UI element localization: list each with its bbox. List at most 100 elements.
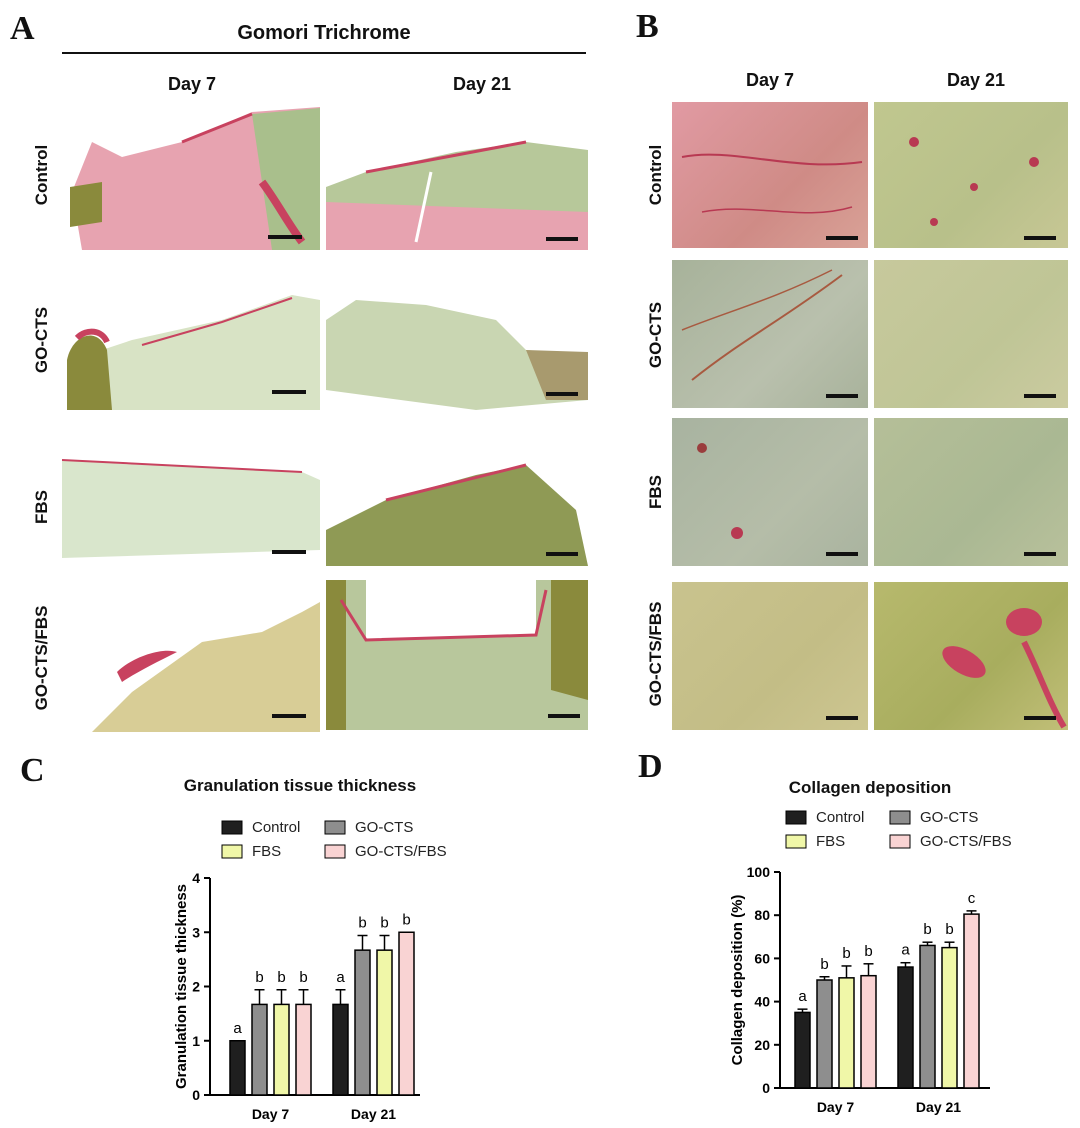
bar xyxy=(794,1011,811,1089)
x-tick-label: Day 7 xyxy=(817,1099,855,1115)
y-tick-label: 80 xyxy=(754,907,770,923)
panel-b-row-go-cts: GO-CTS xyxy=(646,301,665,369)
legend-swatch xyxy=(221,820,243,835)
scale-bar xyxy=(272,550,306,554)
scale-bar xyxy=(272,714,306,718)
panel-b-row-fbs: FBS xyxy=(646,475,665,509)
scale-bar xyxy=(1024,394,1056,398)
legend-label: GO-CTS xyxy=(920,809,978,826)
y-tick-label: 100 xyxy=(747,864,771,880)
bar xyxy=(919,944,936,1089)
significance-letter: b xyxy=(255,969,263,986)
scale-bar xyxy=(548,714,580,718)
panel-a-row-control: Control xyxy=(32,144,51,206)
legend-label: Control xyxy=(252,819,300,836)
bar xyxy=(229,1040,246,1096)
y-tick-label: 1 xyxy=(192,1033,200,1049)
chart-d-title: Collagen deposition xyxy=(788,778,952,797)
legend-label: GO-CTS/FBS xyxy=(920,833,1012,850)
histology-a-fbs-day7 xyxy=(62,450,320,562)
legend-swatch xyxy=(889,810,911,825)
legend-label: FBS xyxy=(252,843,281,860)
legend-swatch xyxy=(324,820,346,835)
panel-a-row-fbs: FBS xyxy=(32,490,51,524)
histology-a-go-cts-fbs-day7 xyxy=(62,602,320,732)
bar xyxy=(816,979,833,1089)
histology-a-control-day7 xyxy=(62,102,320,250)
histology-b-control-day21 xyxy=(874,102,1068,248)
panel-a-title: Gomori Trichrome xyxy=(237,22,411,44)
significance-letter: b xyxy=(842,945,850,962)
histology-b-go-cts-day7 xyxy=(672,260,868,408)
histology-a-go-cts-day7 xyxy=(62,290,320,410)
panel-c-letter: C xyxy=(20,752,45,789)
y-axis-label: Granulation tissue thickness xyxy=(173,884,190,1089)
scale-bar xyxy=(826,716,858,720)
chart-c-title: Granulation tissue thickness xyxy=(183,776,417,795)
panel-b-col-day7: Day 7 xyxy=(745,70,795,90)
panel-a-letter: A xyxy=(10,10,35,47)
y-tick-label: 60 xyxy=(754,950,770,966)
chart-c-granulation-thickness: Control GO-CTS FBS GO-CTS/FBS 0 1 2 3 4Granulati… xyxy=(173,819,447,1122)
legend-swatch xyxy=(785,834,807,849)
bar xyxy=(376,949,393,1096)
bar xyxy=(860,974,877,1089)
scale-bar xyxy=(546,552,578,556)
significance-letter: b xyxy=(299,969,307,986)
significance-letter: a xyxy=(336,969,345,986)
panel-b-row-go-cts-fbs: GO-CTS/FBS xyxy=(646,601,665,707)
y-tick-label: 0 xyxy=(762,1080,770,1096)
significance-letter: b xyxy=(923,921,931,938)
significance-letter: a xyxy=(233,1020,242,1037)
histology-b-control-day7 xyxy=(672,102,868,248)
chart-d-collagen-deposition: Control GO-CTS FBS GO-CTS/FBS 0 20 40 60 80 100Co… xyxy=(729,809,1012,1115)
panel-a-row-go-cts-fbs: GO-CTS/FBS xyxy=(32,605,51,711)
panel-d-letter: D xyxy=(638,748,663,785)
significance-letter: b xyxy=(358,915,366,932)
significance-letter: b xyxy=(277,969,285,986)
bar xyxy=(295,1003,312,1096)
bar xyxy=(251,1003,268,1096)
histology-b-go-cts-fbs-day21 xyxy=(874,582,1068,730)
bar xyxy=(963,913,980,1089)
y-tick-label: 2 xyxy=(192,979,200,995)
significance-letter: b xyxy=(820,956,828,973)
scale-bar xyxy=(546,237,578,241)
bar xyxy=(354,949,371,1096)
legend-swatch xyxy=(221,844,243,859)
significance-letter: a xyxy=(901,942,910,959)
y-tick-label: 3 xyxy=(192,924,200,940)
significance-letter: a xyxy=(798,988,807,1005)
legend-label: Control xyxy=(816,809,864,826)
scale-bar xyxy=(1024,716,1056,720)
bar xyxy=(941,946,958,1089)
significance-letter: c xyxy=(968,890,976,907)
histology-b-go-cts-fbs-day7 xyxy=(672,582,868,730)
histology-b-go-cts-day21 xyxy=(874,260,1068,408)
significance-letter: b xyxy=(864,943,872,960)
scale-bar xyxy=(546,392,578,396)
significance-letter: b xyxy=(402,911,410,928)
significance-letter: b xyxy=(945,921,953,938)
bar xyxy=(332,1003,349,1096)
y-axis-label: Collagen deposition (%) xyxy=(729,895,746,1066)
bar xyxy=(897,966,914,1089)
panel-b-letter: B xyxy=(636,8,659,45)
scale-bar xyxy=(1024,236,1056,240)
legend-swatch xyxy=(785,810,807,825)
panel-a-col-day7: Day 7 xyxy=(167,74,217,94)
y-tick-label: 20 xyxy=(754,1037,770,1053)
panel-b-col-day21: Day 21 xyxy=(946,70,1006,90)
legend-swatch xyxy=(324,844,346,859)
histology-a-go-cts-day21 xyxy=(326,290,588,410)
scale-bar xyxy=(826,394,858,398)
panel-b-row-control: Control xyxy=(646,144,665,206)
histology-b-fbs-day21 xyxy=(874,418,1068,566)
histology-a-control-day21 xyxy=(326,102,588,250)
y-tick-label: 40 xyxy=(754,994,770,1010)
panel-a-row-go-cts: GO-CTS xyxy=(32,306,51,374)
scale-bar xyxy=(272,390,306,394)
scale-bar xyxy=(826,552,858,556)
histology-b-fbs-day7 xyxy=(672,418,868,566)
scale-bar xyxy=(1024,552,1056,556)
